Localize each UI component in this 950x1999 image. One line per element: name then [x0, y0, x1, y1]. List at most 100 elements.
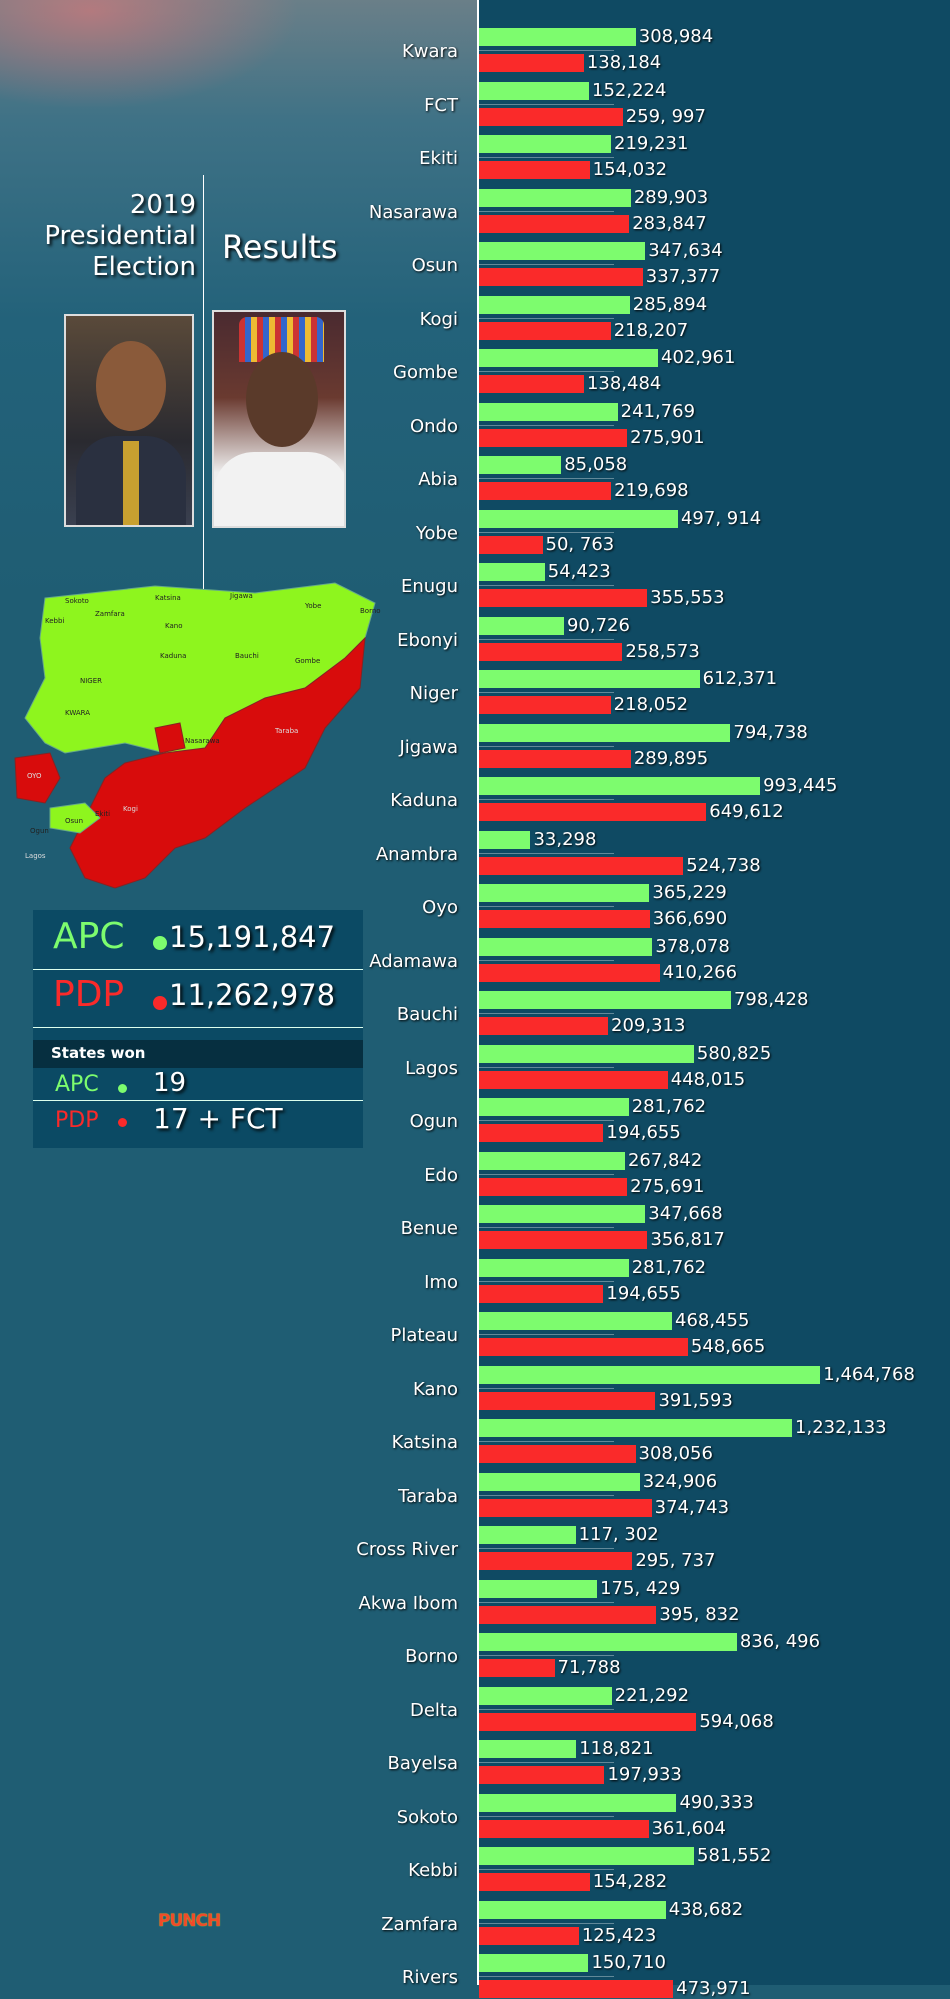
pdp-value: 50, 763 [545, 533, 615, 555]
pdp-value: 258,573 [625, 640, 700, 662]
pdp-bar [479, 1873, 590, 1891]
pdp-bar [479, 535, 543, 554]
pdp-value: 594,068 [699, 1710, 774, 1732]
apc-value: 490,333 [679, 1791, 754, 1813]
pdp-states-label: PDP [55, 1108, 99, 1133]
pdp-bar [479, 268, 643, 286]
pdp-bar [479, 1338, 688, 1356]
row-separator [479, 424, 614, 426]
apc-bar [479, 723, 731, 742]
pdp-value: 473,971 [676, 1978, 751, 1999]
apc-bar [479, 670, 700, 688]
row-separator [479, 959, 614, 961]
apc-bar [479, 28, 636, 46]
apc-value: 324,906 [642, 1470, 718, 1492]
pdp-value: 138,484 [586, 373, 662, 394]
apc-bar [479, 242, 646, 260]
map-state-label: Nasarawa [185, 737, 220, 745]
apc-bar [479, 1579, 598, 1598]
pdp-value: 289,895 [633, 747, 709, 769]
pdp-value: 138,184 [586, 52, 662, 73]
pdp-label: PDP [53, 974, 125, 1015]
apc-value: 152,224 [592, 79, 667, 101]
apc-value: 347,668 [648, 1203, 723, 1224]
state-label: Kogi [419, 308, 458, 330]
apc-bar [479, 81, 590, 100]
pdp-value: 209,313 [611, 1015, 686, 1036]
row-separator [479, 1013, 614, 1014]
row-separator [479, 745, 614, 747]
pdp-bar [479, 1498, 652, 1517]
map-osun-ekiti-region [49, 802, 101, 834]
pdp-bar [479, 1017, 609, 1035]
pdp-bar [479, 1926, 579, 1945]
row-separator [479, 1869, 614, 1870]
apc-value: 289,903 [633, 186, 709, 208]
state-label: Ogun [409, 1111, 458, 1132]
pdp-bar [479, 1819, 649, 1838]
pdp-value: 275,691 [630, 1175, 705, 1197]
pdp-value: 154,032 [592, 159, 668, 180]
row-separator [479, 1815, 614, 1817]
title-divider [203, 175, 204, 605]
apc-value: 365,229 [652, 882, 727, 903]
candidate-photo-pdp [64, 314, 194, 527]
row-separator [479, 1120, 614, 1121]
map-state-label: Katsina [155, 594, 181, 602]
state-label: Akwa Ibom [358, 1592, 459, 1614]
apc-bar [479, 937, 653, 956]
apc-bar [479, 188, 631, 207]
pdp-bar [479, 375, 584, 393]
map-state-label: Kebbi [45, 617, 64, 625]
row-separator [479, 317, 614, 319]
row-separator [479, 852, 614, 854]
row-separator [479, 906, 614, 907]
map-state-label: Ogun [30, 827, 49, 835]
map-state-label: NIGER [80, 677, 102, 685]
state-label: Kwara [402, 41, 458, 62]
pdp-bar [479, 428, 628, 447]
row-separator [479, 50, 614, 51]
apc-bar [479, 1686, 612, 1705]
state-label: Sokoto [396, 1806, 458, 1828]
apc-bar [479, 1900, 666, 1919]
state-label: Kaduna [390, 790, 458, 811]
apc-dot-icon [153, 936, 167, 950]
pdp-bar [479, 54, 584, 72]
row-separator [479, 1922, 614, 1924]
apc-value: 85,058 [564, 454, 628, 475]
apc-value: 580,825 [696, 1042, 772, 1064]
apc-bar [479, 830, 531, 849]
pdp-value: 219,698 [614, 480, 689, 501]
pdp-value: 154,282 [592, 1871, 668, 1892]
apc-value: 794,738 [733, 721, 808, 743]
pdp-value: 361,604 [651, 1817, 726, 1839]
map-state-label: Jigawa [229, 592, 253, 600]
states-won-header: States won [33, 1040, 363, 1068]
map-state-label: Yobe [304, 602, 321, 610]
pdp-bar [479, 482, 612, 500]
pdp-states-row: PDP 17 + FCT [33, 1102, 363, 1142]
map-state-label: Taraba [274, 727, 298, 735]
apc-bar [479, 777, 761, 795]
map-state-label: Kaduna [160, 652, 186, 660]
row-separator [479, 692, 614, 693]
map-nasarawa-region [154, 722, 186, 754]
apc-bar [479, 1205, 646, 1223]
row-separator [479, 157, 614, 158]
apc-bar [479, 1312, 672, 1330]
title-line3: Election [92, 252, 196, 282]
candidate-photo-apc [212, 310, 346, 528]
apc-value: 150,710 [591, 1952, 666, 1973]
state-label: FCT [424, 94, 458, 116]
apc-value: 836, 496 [739, 1631, 821, 1652]
pdp-value: 275,901 [630, 426, 705, 448]
state-label: Kebbi [408, 1860, 458, 1881]
apc-bar [479, 1847, 695, 1865]
pdp-bar [479, 856, 684, 875]
pdp-value: 259, 997 [625, 105, 706, 127]
apc-states-label: APC [55, 1072, 99, 1097]
state-label: Borno [405, 1646, 458, 1667]
apc-value: 347,634 [648, 240, 723, 261]
title-line2: Presidential [44, 221, 196, 251]
